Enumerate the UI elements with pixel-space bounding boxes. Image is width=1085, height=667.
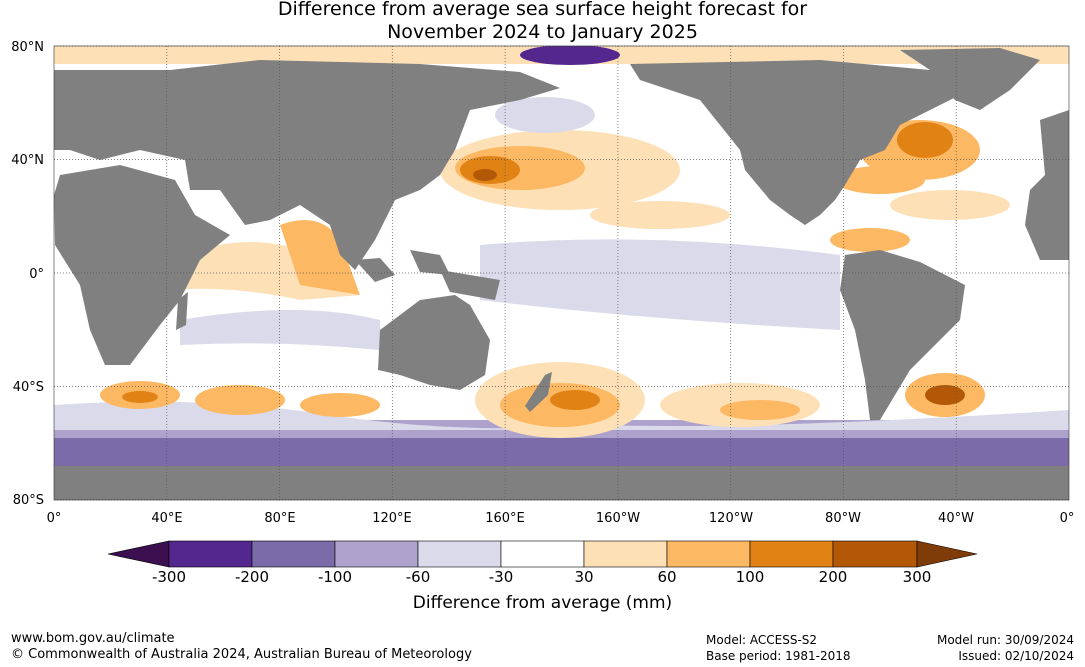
anomaly-pos-patch bbox=[720, 400, 800, 420]
colorbar-tick-label: 30 bbox=[574, 568, 594, 586]
new-zealand bbox=[525, 372, 552, 412]
colorbar-segment bbox=[583, 540, 668, 568]
lon-label: 120°E bbox=[372, 511, 412, 526]
colorbar-tick-label: -200 bbox=[234, 568, 270, 586]
colorbar-tick-label: 200 bbox=[818, 568, 848, 586]
colorbar-title: Difference from average (mm) bbox=[412, 593, 673, 613]
antarctica bbox=[54, 466, 1069, 500]
colorbar-tick-label: -30 bbox=[488, 568, 514, 586]
anomaly-pos-patch bbox=[590, 201, 730, 229]
greenland bbox=[900, 48, 1040, 110]
anomaly-pos-patch bbox=[122, 391, 158, 403]
lon-label: 0° bbox=[1060, 511, 1075, 526]
south-america bbox=[840, 250, 965, 420]
anomaly-pos-patch bbox=[925, 385, 965, 405]
lat-axis: 80°N 40°N 0° 40°S 80°S bbox=[11, 40, 44, 508]
lon-axis: 0° 40°E 80°E 120°E 160°E 160°W 120°W 80°… bbox=[47, 511, 1075, 526]
anomaly-neg-band bbox=[480, 239, 840, 330]
land bbox=[54, 48, 1069, 500]
lon-label: 160°E bbox=[485, 511, 525, 526]
eurasia bbox=[54, 60, 560, 270]
colorbar-tick-label: -60 bbox=[405, 568, 431, 586]
anomaly-pos-patch bbox=[550, 390, 600, 410]
lon-label: 120°W bbox=[709, 511, 753, 526]
colorbar-low-arrow bbox=[107, 540, 170, 568]
lat-label: 80°S bbox=[13, 493, 44, 508]
anomaly-pos-patch bbox=[897, 122, 953, 158]
lat-label: 40°S bbox=[13, 380, 44, 395]
anomaly-neg-band bbox=[180, 310, 380, 350]
colorbar-tick-label: 300 bbox=[902, 568, 932, 586]
anomaly-neg-band bbox=[54, 401, 1069, 430]
colorbar-tick-label: 100 bbox=[735, 568, 765, 586]
colorbar-high-arrow bbox=[916, 540, 978, 568]
colorbar-tick-label: -300 bbox=[151, 568, 187, 586]
africa bbox=[54, 165, 230, 365]
anomaly-pos-patch bbox=[830, 228, 910, 252]
lat-label: 80°N bbox=[11, 40, 44, 55]
australia bbox=[378, 295, 490, 390]
lon-label: 40°W bbox=[938, 511, 974, 526]
map-frame bbox=[53, 45, 1070, 501]
colorbar-segment bbox=[832, 540, 918, 568]
anomaly-pos-patch bbox=[835, 166, 925, 194]
colorbar-segment bbox=[251, 540, 336, 568]
anomaly-pos-patch bbox=[890, 190, 1010, 220]
colorbar-tick-label: -100 bbox=[317, 568, 353, 586]
europe-africa-east-edge bbox=[1025, 110, 1069, 260]
footer-website: www.bom.gov.au/climate bbox=[11, 631, 175, 646]
north-america bbox=[630, 60, 960, 225]
colorbar-tick-label: 60 bbox=[657, 568, 677, 586]
footer-issued: Issued: 02/10/2024 bbox=[958, 649, 1074, 663]
anomaly-pos-patch bbox=[473, 169, 497, 181]
anomaly-neg-band bbox=[495, 97, 595, 133]
anomaly-pos-patch bbox=[280, 220, 360, 295]
lat-label: 0° bbox=[29, 267, 44, 282]
footer-model: Model: ACCESS-S2 bbox=[706, 633, 818, 647]
colorbar bbox=[107, 540, 978, 568]
anomaly-pos-patch bbox=[195, 385, 285, 415]
colorbar-segment bbox=[334, 540, 419, 568]
colorbar-segment bbox=[417, 540, 502, 568]
footer-model-run: Model run: 30/09/2024 bbox=[936, 633, 1074, 647]
anomaly-pos-patch bbox=[300, 393, 380, 417]
colorbar-segment bbox=[749, 540, 834, 568]
lon-label: 40°E bbox=[151, 511, 182, 526]
footer-copyright: © Commonwealth of Australia 2024, Austra… bbox=[11, 647, 472, 662]
maritime-continent bbox=[355, 250, 500, 300]
lon-label: 80°E bbox=[264, 511, 295, 526]
footer-base-period: Base period: 1981-2018 bbox=[706, 649, 851, 663]
map-title-line2: November 2024 to January 2025 bbox=[387, 21, 698, 43]
colorbar-segment bbox=[168, 540, 253, 568]
anomaly-neg-patch bbox=[520, 46, 620, 65]
colorbar-segment bbox=[500, 540, 585, 568]
madagascar bbox=[176, 292, 188, 330]
colorbar-segment bbox=[666, 540, 751, 568]
lon-label: 0° bbox=[47, 511, 62, 526]
map-title-line1: Difference from average sea surface heig… bbox=[277, 0, 808, 20]
lat-label: 40°N bbox=[11, 153, 44, 168]
lon-label: 160°W bbox=[596, 511, 640, 526]
lon-label: 80°W bbox=[825, 511, 861, 526]
